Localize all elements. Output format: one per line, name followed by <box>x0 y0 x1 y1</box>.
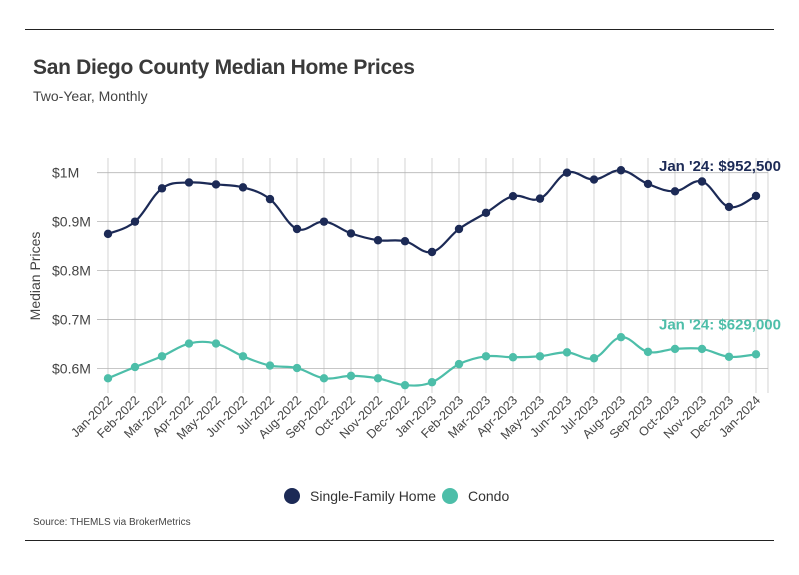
data-point[interactable] <box>562 348 572 357</box>
chart-subtitle: Two-Year, Monthly <box>33 88 148 104</box>
data-point[interactable] <box>238 352 248 361</box>
data-point[interactable] <box>130 362 140 372</box>
data-point[interactable] <box>427 247 437 257</box>
data-point[interactable] <box>697 344 707 354</box>
data-point[interactable] <box>427 378 437 387</box>
chart-title: San Diego County Median Home Prices <box>33 56 415 79</box>
data-point[interactable] <box>184 178 194 187</box>
annotations: Jan '24: $952,500 Jan '24: $629,000 <box>659 158 781 333</box>
data-point[interactable] <box>238 183 248 192</box>
data-point[interactable] <box>265 194 275 204</box>
data-point[interactable] <box>130 217 140 226</box>
data-point[interactable] <box>508 191 518 201</box>
data-point[interactable] <box>751 350 761 359</box>
y-tick-label: $0.6M <box>52 361 91 377</box>
bottom-rule <box>25 540 774 541</box>
legend-marker <box>442 488 458 504</box>
data-point[interactable] <box>292 363 302 373</box>
data-point[interactable] <box>616 166 626 175</box>
x-axis-ticks: Jan-2022Feb-2022Mar-2022Apr-2022May-2022… <box>68 393 763 442</box>
data-point[interactable] <box>346 371 356 381</box>
data-point[interactable] <box>157 184 167 193</box>
data-point[interactable] <box>724 202 734 212</box>
series-annotation: Jan '24: $629,000 <box>659 316 781 333</box>
data-point[interactable] <box>454 359 464 369</box>
data-point[interactable] <box>400 380 410 390</box>
data-point[interactable] <box>481 352 491 361</box>
data-point[interactable] <box>184 339 194 348</box>
data-point[interactable] <box>589 175 599 184</box>
y-tick-label: $1M <box>52 165 79 181</box>
y-tick-label: $0.9M <box>52 214 91 230</box>
data-point[interactable] <box>103 374 113 383</box>
data-point[interactable] <box>643 179 653 189</box>
legend-marker <box>284 488 300 504</box>
data-point[interactable] <box>211 180 221 189</box>
data-point[interactable] <box>697 177 707 186</box>
data-point[interactable] <box>481 208 491 218</box>
data-point[interactable] <box>319 217 329 226</box>
data-point[interactable] <box>724 352 734 361</box>
data-point[interactable] <box>670 344 680 354</box>
legend: Single-Family Home Condo <box>284 488 509 504</box>
data-point[interactable] <box>292 224 302 234</box>
grid <box>97 158 769 393</box>
legend-label: Single-Family Home <box>310 488 436 504</box>
source-note: Source: THEMLS via BrokerMetrics <box>33 517 191 528</box>
legend-label: Condo <box>468 488 509 504</box>
data-point[interactable] <box>616 332 626 342</box>
data-point[interactable] <box>265 361 275 370</box>
top-rule <box>25 29 774 30</box>
series-annotation: Jan '24: $952,500 <box>659 158 781 175</box>
data-point[interactable] <box>508 353 518 362</box>
data-point[interactable] <box>535 194 545 203</box>
data-point[interactable] <box>211 339 221 348</box>
data-point[interactable] <box>400 237 410 246</box>
y-tick-label: $0.7M <box>52 312 91 328</box>
data-point[interactable] <box>373 374 383 383</box>
data-point[interactable] <box>346 229 356 238</box>
y-tick-label: $0.8M <box>52 263 91 279</box>
y-axis-title: Median Prices <box>27 232 43 321</box>
data-point[interactable] <box>535 352 545 361</box>
data-point[interactable] <box>157 352 167 361</box>
data-point[interactable] <box>454 224 464 234</box>
data-point[interactable] <box>751 191 761 201</box>
data-point[interactable] <box>319 374 329 383</box>
series-points <box>103 166 761 390</box>
data-point[interactable] <box>670 187 680 196</box>
data-point[interactable] <box>373 236 383 245</box>
data-point[interactable] <box>103 229 113 239</box>
data-point[interactable] <box>589 354 599 363</box>
y-axis-ticks: $0.6M $0.7M $0.8M $0.9M $1M <box>52 165 91 377</box>
data-point[interactable] <box>562 168 572 177</box>
data-point[interactable] <box>643 347 653 357</box>
